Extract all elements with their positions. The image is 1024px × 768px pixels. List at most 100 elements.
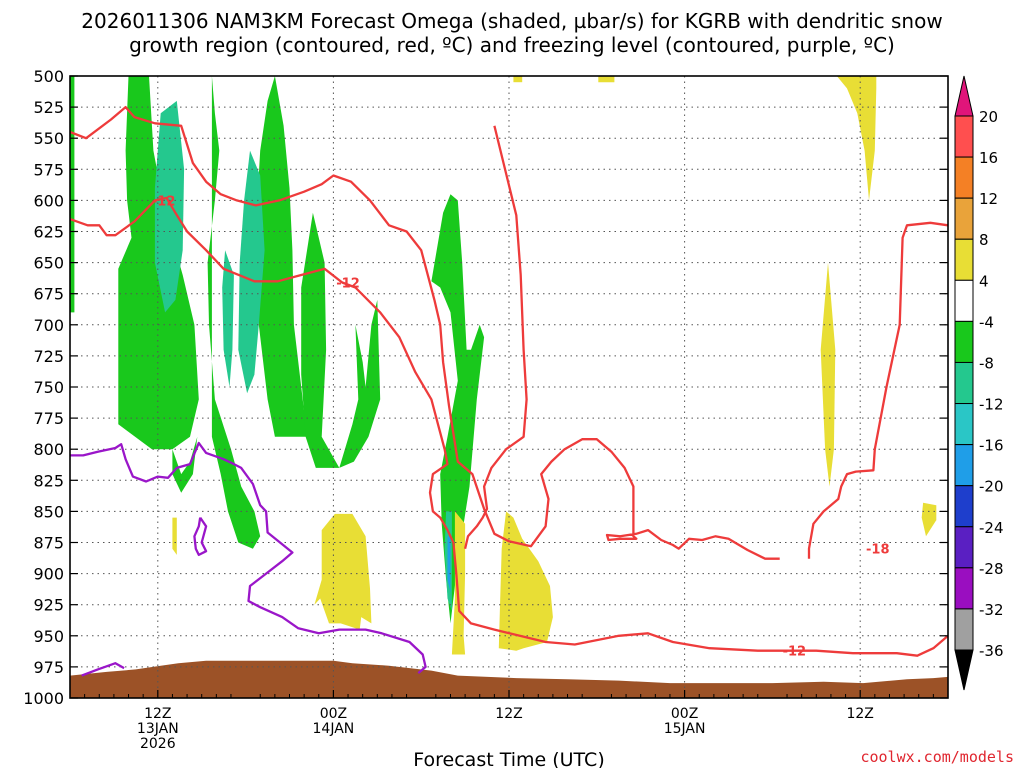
omega-region-neg16-12 [447, 536, 451, 593]
colorbar-level-label: -32 [979, 601, 1004, 619]
contour-label: -12 [783, 645, 807, 660]
omega-region-4-17 [921, 502, 937, 537]
colorbar-level-label: -16 [979, 437, 1004, 455]
y-tick-label: 975 [33, 658, 64, 677]
colorbar-level-label: -36 [979, 642, 1004, 660]
colorbar-level-label: -8 [979, 354, 994, 372]
colorbar-level-label: -4 [979, 313, 994, 331]
gridlines [70, 76, 948, 698]
omega-region-4-13 [513, 76, 523, 83]
y-tick-label: 850 [33, 502, 64, 521]
omega-region-neg12-8 [154, 100, 185, 313]
y-tick-label: 900 [33, 565, 64, 584]
x-axis-label: Forecast Time (UTC) [413, 749, 604, 768]
colorbar-swatch [954, 156, 974, 199]
omega-region-neg8-3 [207, 76, 261, 549]
omega-region-4-20 [451, 511, 466, 655]
omega-region-neg8-2 [172, 436, 198, 493]
colorbar-swatch [954, 444, 974, 487]
y-tick-label: 825 [33, 471, 64, 490]
terrain-layer [70, 660, 948, 698]
y-tick-label: 625 [33, 223, 64, 242]
omega-region-neg8-0 [70, 76, 75, 313]
colorbar-swatch [954, 403, 974, 446]
y-tick-label: 700 [33, 316, 64, 335]
x-tick-label: 15JAN [664, 721, 706, 737]
colorbar-swatch [954, 485, 974, 528]
colorbar-level-label: 8 [979, 231, 989, 249]
contour-line-2 [463, 125, 528, 549]
omega-region-neg8-6 [339, 299, 381, 468]
contour-label: -18 [866, 543, 890, 558]
terrain-surface [70, 660, 948, 698]
credit-text: coolwx.com/models [860, 748, 1014, 766]
y-tick-label: 800 [33, 440, 64, 459]
colorbar-swatch [954, 608, 974, 651]
colorbar-level-label: 4 [979, 272, 989, 290]
omega-region-neg8-5 [301, 212, 340, 468]
omega-region-4-16 [820, 262, 836, 487]
y-tick-label: 575 [33, 160, 64, 179]
omega-region-neg8-7 [431, 194, 485, 624]
omega-region-neg12-9 [238, 150, 265, 394]
y-tick-label: 500 [33, 67, 64, 86]
omega-region-4-15 [836, 76, 877, 201]
colorbar-swatch [954, 197, 974, 240]
x-tick-label: 12Z [846, 706, 873, 722]
x-tick-label: 14JAN [313, 721, 355, 737]
y-tick-label: 675 [33, 285, 64, 304]
y-tick-label: 750 [33, 378, 64, 397]
y-tick-label: 1000 [23, 689, 64, 708]
contour-line-5 [193, 516, 208, 557]
colorbar: 20 16 12 8 4 -4 -8 -12 -16 -20 -24 -28 -32 -36 [954, 75, 1004, 691]
x-tick-label: 00Z [671, 706, 698, 722]
chart-title-line-1: 2026011306 NAM3KM Forecast Omega (shaded… [81, 9, 942, 33]
colorbar-swatch [954, 526, 974, 569]
y-axis: 500 525 550 575 600 625 650 675 700 725 750 775 800 8… [23, 67, 948, 708]
y-tick-label: 875 [33, 534, 64, 553]
colorbar-top-arrow [954, 75, 974, 117]
omega-region-neg12-10 [222, 250, 234, 387]
omega-region-4-19 [314, 513, 372, 630]
omega-region-4-18 [172, 517, 177, 555]
x-tick-label: 12Z [144, 706, 171, 722]
contour-line-4 [70, 441, 427, 674]
colorbar-level-label: 20 [979, 108, 998, 126]
omega-region-neg8-4 [257, 76, 308, 437]
colorbar-level-label: -28 [979, 560, 1004, 578]
y-tick-label: 925 [33, 596, 64, 615]
y-tick-label: 600 [33, 191, 64, 210]
omega-region-4-14 [598, 76, 615, 83]
y-tick-label: 725 [33, 347, 64, 366]
contour-line-0 [69, 105, 780, 560]
y-tick-label: 950 [33, 627, 64, 646]
x-tick-label: 00Z [320, 706, 347, 722]
contour-line-6 [81, 662, 125, 677]
x-tick-label: 13JAN [137, 721, 179, 737]
y-tick-label: 525 [33, 98, 64, 117]
colorbar-level-label: -12 [979, 396, 1004, 414]
colorbar-swatch [954, 238, 974, 281]
colorbar-bottom-arrow [954, 649, 974, 691]
chart-title-line-2: growth region (contoured, red, ºC) and f… [129, 33, 895, 57]
colorbar-swatch [954, 115, 974, 158]
colorbar-level-label: -24 [979, 519, 1004, 537]
y-tick-label: 550 [33, 129, 64, 148]
colorbar-swatch [954, 279, 974, 322]
contour-layer: -12-12-12-18 [69, 105, 949, 677]
omega-region-4-21 [498, 511, 553, 651]
omega-shading-layer [70, 76, 937, 655]
contour-line-3 [807, 221, 949, 559]
x-tick-label: 2026 [140, 736, 176, 752]
colorbar-swatch [954, 567, 974, 610]
contour-label: -12 [152, 194, 176, 209]
y-tick-label: 650 [33, 254, 64, 273]
colorbar-level-label: 12 [979, 190, 998, 208]
x-tick-label: 12Z [495, 706, 522, 722]
colorbar-level-label: 16 [979, 149, 998, 167]
contour-line-1 [69, 196, 949, 657]
colorbar-swatch [954, 361, 974, 405]
colorbar-level-label: -20 [979, 478, 1004, 496]
